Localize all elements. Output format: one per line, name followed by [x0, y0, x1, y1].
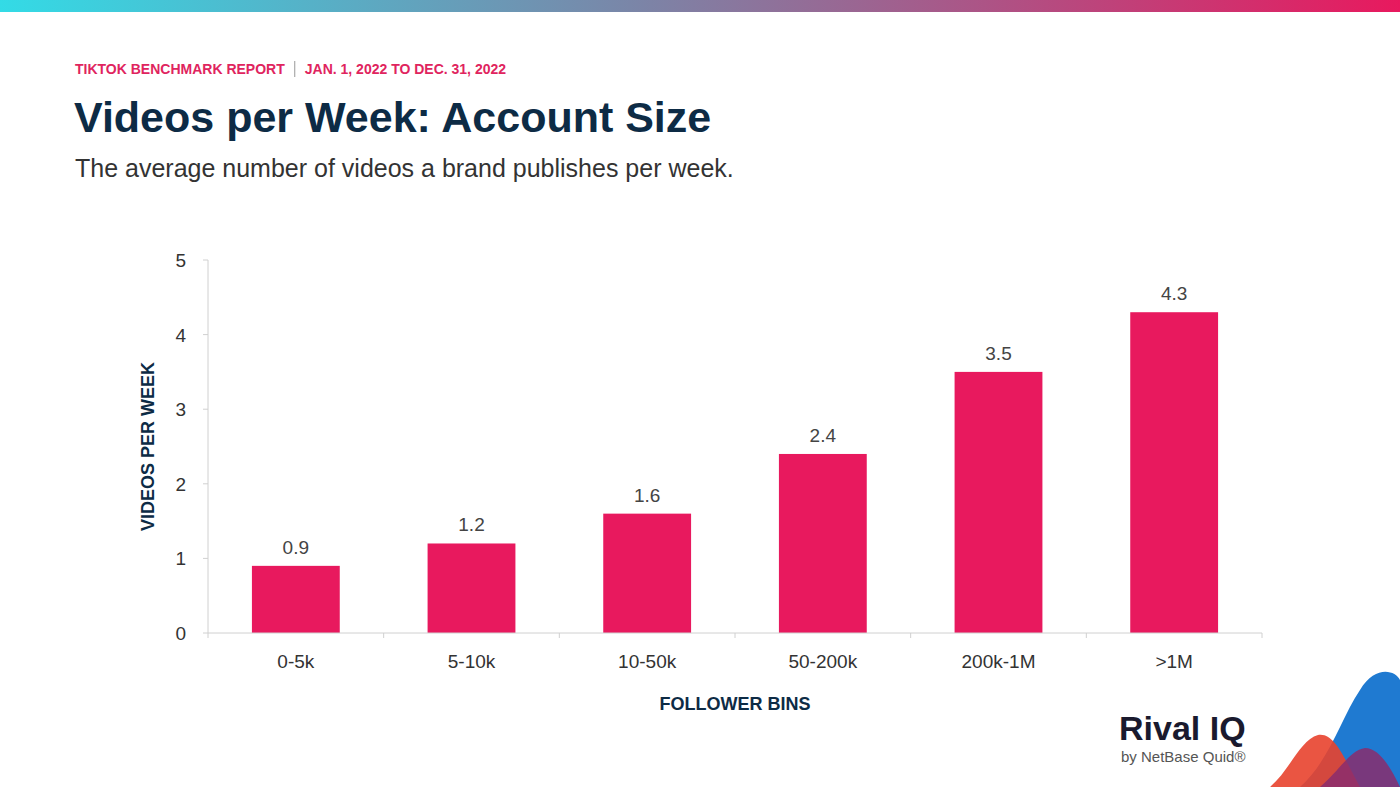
data-label: 0.9: [283, 537, 309, 558]
bar: [955, 372, 1043, 633]
y-tick: [203, 483, 208, 484]
y-axis-label: VIDEOS PER WEEK: [138, 362, 158, 531]
y-tick-label: 5: [175, 250, 186, 271]
logo-wave: [1320, 748, 1400, 787]
report-label: TIKTOK BENCHMARK REPORT: [75, 61, 285, 77]
x-tick: [1262, 633, 1263, 638]
bar: [1130, 312, 1218, 633]
data-label: 1.6: [634, 485, 660, 506]
data-label: 1.2: [458, 514, 484, 535]
y-tick: [203, 633, 208, 634]
data-label: 2.4: [810, 425, 837, 446]
title: Videos per Week: Account Size: [74, 93, 711, 141]
x-tick-label: 200k-1M: [962, 651, 1036, 672]
logo-text: Rival IQ: [1119, 709, 1246, 747]
bars: [252, 312, 1218, 633]
x-tick-label: 50-200k: [788, 651, 857, 672]
y-tick: [203, 409, 208, 410]
bar: [428, 543, 516, 633]
y-tick-label: 3: [175, 399, 186, 420]
y-tick-label: 4: [175, 325, 186, 346]
data-label: 3.5: [985, 343, 1011, 364]
header-separator: [294, 61, 295, 77]
x-tick-label: 0-5k: [277, 651, 314, 672]
y-tick: [203, 558, 208, 559]
x-tick: [383, 633, 384, 638]
y-tick: [203, 334, 208, 335]
x-tick: [735, 633, 736, 638]
x-axis-label: FOLLOWER BINS: [660, 694, 811, 714]
x-tick: [559, 633, 560, 638]
subtitle: The average number of videos a brand pub…: [75, 154, 734, 182]
x-tick: [1086, 633, 1087, 638]
chart-container: TIKTOK BENCHMARK REPORT JAN. 1, 2022 TO D…: [0, 0, 1400, 787]
x-tick-label: 10-50k: [618, 651, 677, 672]
x-tick-label: 5-10k: [448, 651, 496, 672]
y-tick-label: 0: [175, 623, 186, 644]
chart-svg: TIKTOK BENCHMARK REPORT JAN. 1, 2022 TO D…: [0, 0, 1400, 787]
y-tick: [203, 260, 208, 261]
x-tick: [208, 633, 209, 638]
y-tick-label: 2: [175, 474, 186, 495]
bar: [779, 454, 867, 633]
data-label: 4.3: [1161, 283, 1187, 304]
y-axis-line: [208, 260, 209, 633]
bar: [603, 514, 691, 633]
bar: [252, 566, 340, 633]
date-range: JAN. 1, 2022 TO DEC. 31, 2022: [305, 61, 507, 77]
x-tick-label: >1M: [1155, 651, 1193, 672]
logo-subtext: by NetBase Quid®: [1121, 748, 1245, 765]
top-band: [0, 0, 1400, 12]
x-tick: [910, 633, 911, 638]
y-tick-label: 1: [175, 548, 186, 569]
